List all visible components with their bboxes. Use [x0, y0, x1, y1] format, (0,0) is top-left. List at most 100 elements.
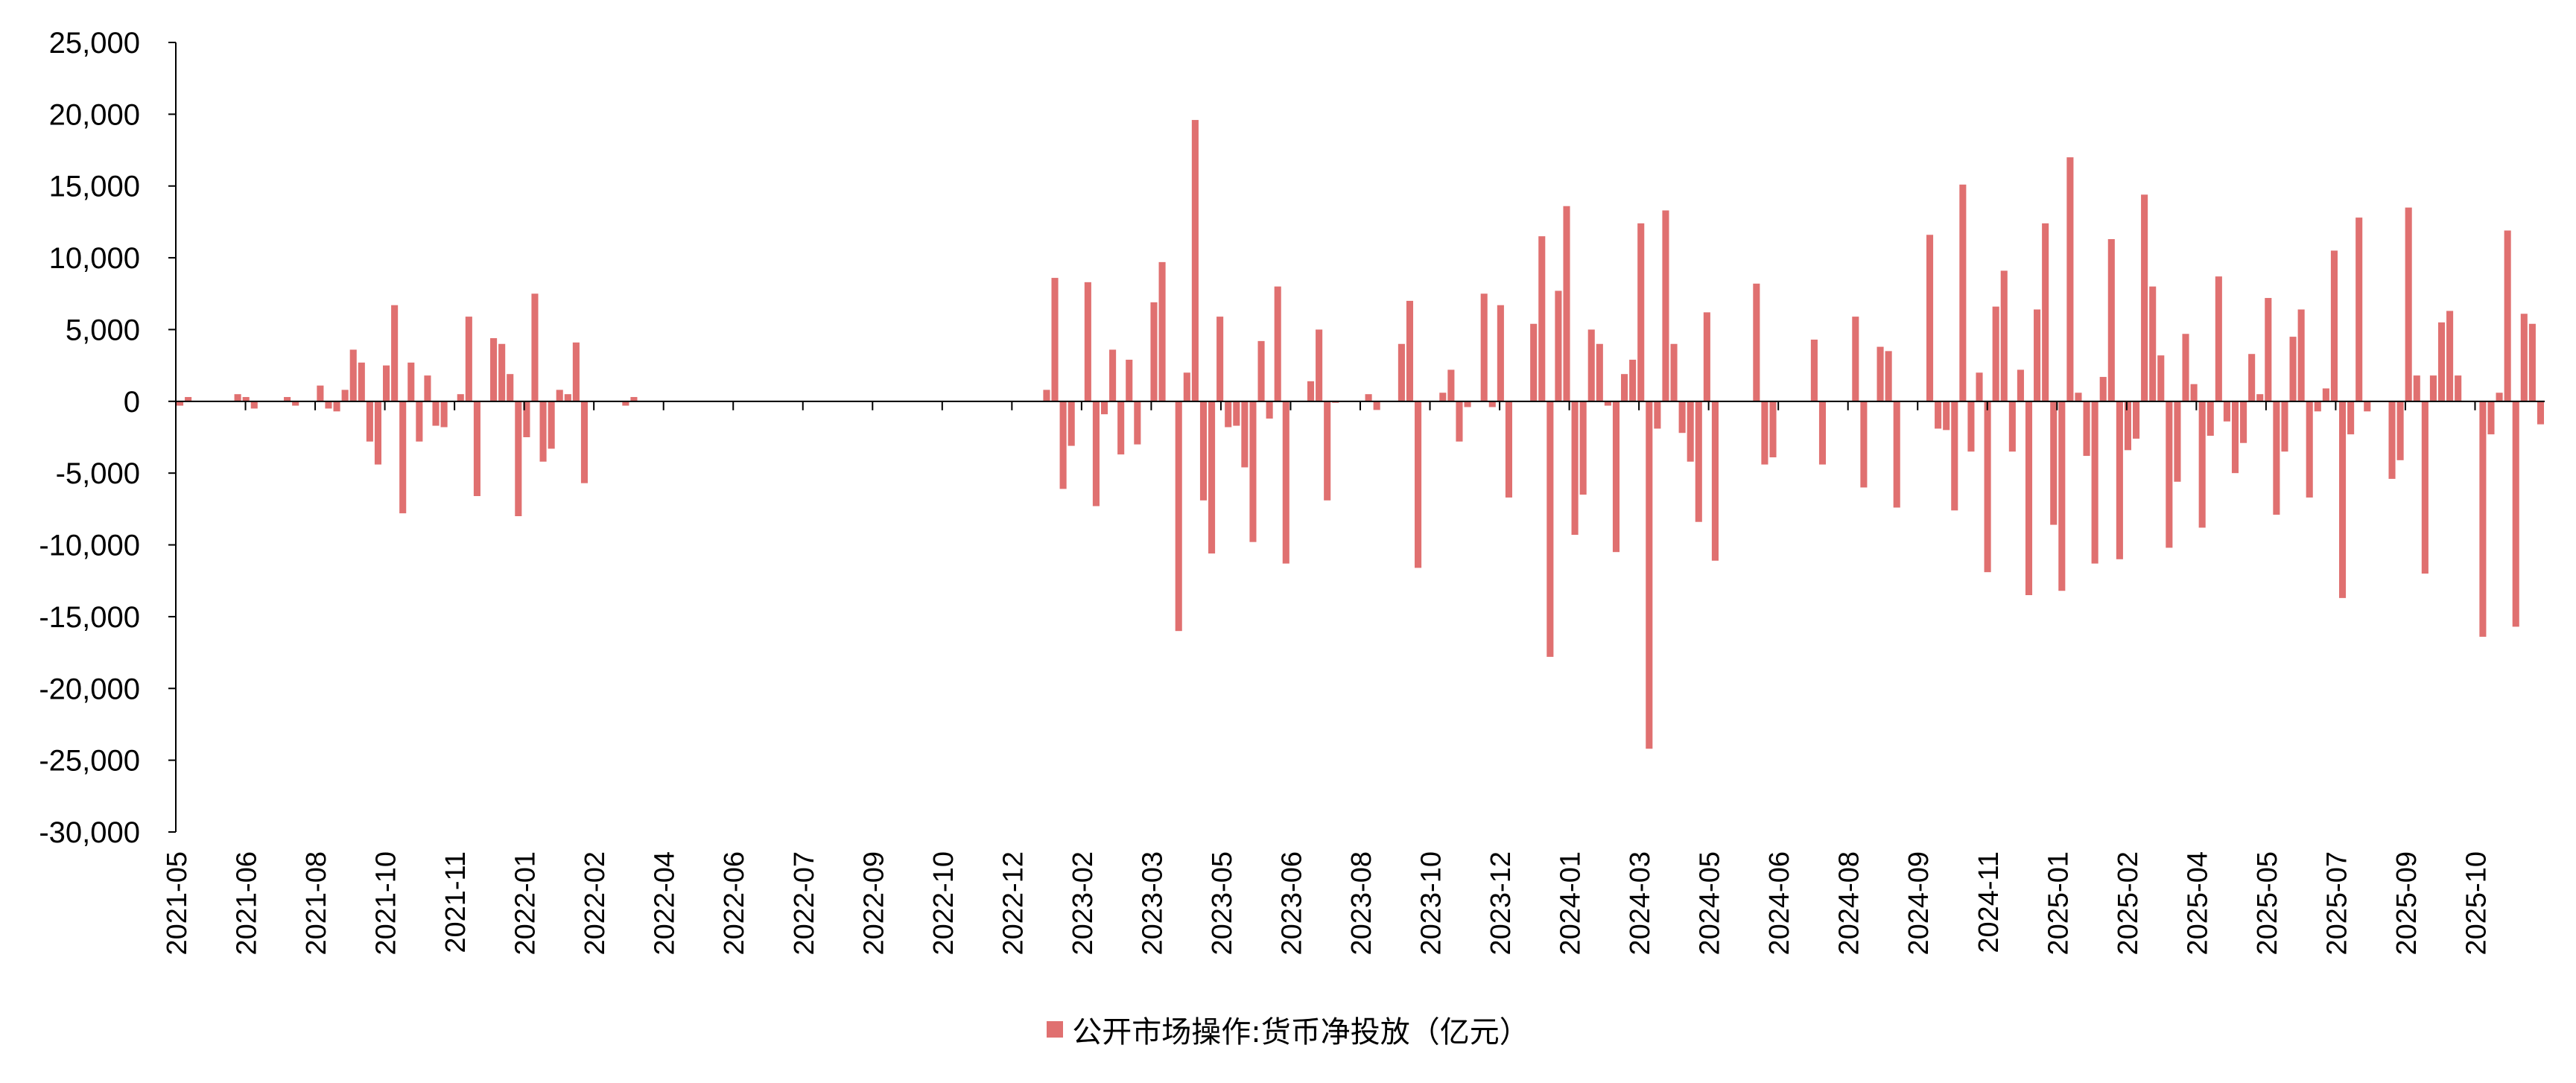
- bar: [391, 305, 399, 401]
- bar: [1984, 401, 1991, 573]
- bar: [1629, 359, 1637, 401]
- bar: [2025, 401, 2033, 595]
- x-tick-label: 2025-05: [2252, 851, 2283, 955]
- x-axis: 2021-05 2021-06 2021-08 2021-10 2021-11 2022-…: [162, 400, 2545, 955]
- bar: [2000, 270, 2008, 401]
- x-tick-label: 2023-10: [1416, 851, 1447, 955]
- bar: [2198, 401, 2206, 528]
- bar: [1670, 343, 1678, 401]
- x-tick-label: 2022-07: [789, 851, 820, 955]
- x-tick-label: 2025-04: [2182, 851, 2213, 955]
- bar: [185, 397, 192, 401]
- bar: [1637, 223, 1645, 401]
- y-tick-label: 5,000: [66, 314, 140, 346]
- x-tick-label: 2024-06: [1764, 851, 1795, 955]
- bar: [234, 394, 241, 401]
- bar: [2537, 401, 2545, 425]
- bar: [1406, 300, 1414, 401]
- bar: [1976, 372, 1983, 401]
- bar: [515, 401, 522, 516]
- x-tick-label: 2022-02: [580, 851, 611, 955]
- bar: [1109, 349, 1117, 401]
- bar: [1967, 401, 1975, 452]
- bar: [2008, 401, 2016, 452]
- bar: [2083, 401, 2090, 457]
- bar: [2107, 239, 2115, 401]
- bar: [2355, 217, 2363, 401]
- bar: [1117, 401, 1125, 455]
- bar: [1043, 390, 1050, 401]
- bar: [2075, 393, 2082, 401]
- bar: [465, 317, 472, 401]
- bar: [1257, 340, 1265, 401]
- bar: [2256, 394, 2264, 401]
- bar: [1604, 401, 1611, 406]
- bar: [2364, 401, 2371, 412]
- bar: [564, 394, 571, 401]
- bar: [1134, 401, 1141, 445]
- bar: [358, 362, 365, 401]
- bar: [1216, 317, 1224, 401]
- bar: [1126, 359, 1133, 401]
- legend-label: 公开市场操作:货币净投放（亿元）: [1072, 1015, 1529, 1049]
- bar: [1935, 401, 1942, 429]
- bar: [1662, 210, 1669, 401]
- bar: [242, 397, 250, 401]
- bar: [1860, 401, 1868, 488]
- y-tick-label: 20,000: [49, 98, 140, 131]
- bar: [1051, 278, 1059, 401]
- bar: [1654, 401, 1661, 429]
- bar: [2479, 401, 2487, 637]
- y-tick-label: -25,000: [39, 745, 140, 778]
- y-tick-label: 15,000: [49, 171, 140, 203]
- bar: [2265, 298, 2272, 401]
- bar: [1992, 306, 1999, 401]
- bar: [2034, 309, 2041, 401]
- bar: [2223, 401, 2230, 422]
- bar: [2017, 369, 2024, 401]
- bar: [1877, 346, 1884, 401]
- bar: [1233, 401, 1240, 426]
- bar: [2166, 401, 2173, 548]
- bar: [1084, 282, 1091, 401]
- bar: [1505, 401, 1512, 498]
- y-tick-label: 25,000: [49, 27, 140, 60]
- bar: [177, 401, 184, 406]
- x-tick-label: 2025-10: [2461, 851, 2492, 955]
- bar: [490, 338, 498, 401]
- bar: [1951, 401, 1958, 511]
- x-tick-label: 2021-10: [371, 851, 402, 955]
- bar: [1546, 401, 1554, 657]
- x-tick-label: 2021-11: [440, 851, 472, 953]
- bar: [1926, 235, 1934, 401]
- bar: [1687, 401, 1694, 462]
- bar: [2149, 286, 2157, 401]
- x-tick-label: 2023-08: [1346, 851, 1377, 955]
- bar: [1316, 329, 1323, 401]
- x-tick-label: 2023-05: [1207, 851, 1238, 955]
- bar: [1810, 339, 1818, 401]
- bar: [1274, 286, 1281, 401]
- x-tick-label: 2021-08: [301, 851, 332, 955]
- y-tick-label: -20,000: [39, 673, 140, 705]
- x-tick-label: 2021-06: [232, 851, 263, 955]
- bar: [1282, 401, 1289, 564]
- x-tick-label: 2021-05: [162, 851, 193, 955]
- bar: [1488, 401, 1496, 407]
- y-tick-label: -15,000: [39, 601, 140, 634]
- bar: [1852, 317, 1859, 401]
- y-tick-label: 10,000: [49, 242, 140, 275]
- bar: [1150, 302, 1158, 401]
- bar: [366, 401, 373, 442]
- x-tick-label: 2024-03: [1625, 851, 1656, 955]
- bar: [1307, 381, 1315, 401]
- bar: [2396, 401, 2404, 460]
- x-tick-label: 2022-04: [650, 851, 681, 955]
- bar: [1893, 401, 1900, 508]
- bars-group: [177, 120, 2545, 749]
- bar: [1447, 369, 1455, 401]
- bar: [1695, 401, 1702, 522]
- bar: [341, 390, 349, 401]
- bar: [1703, 312, 1710, 401]
